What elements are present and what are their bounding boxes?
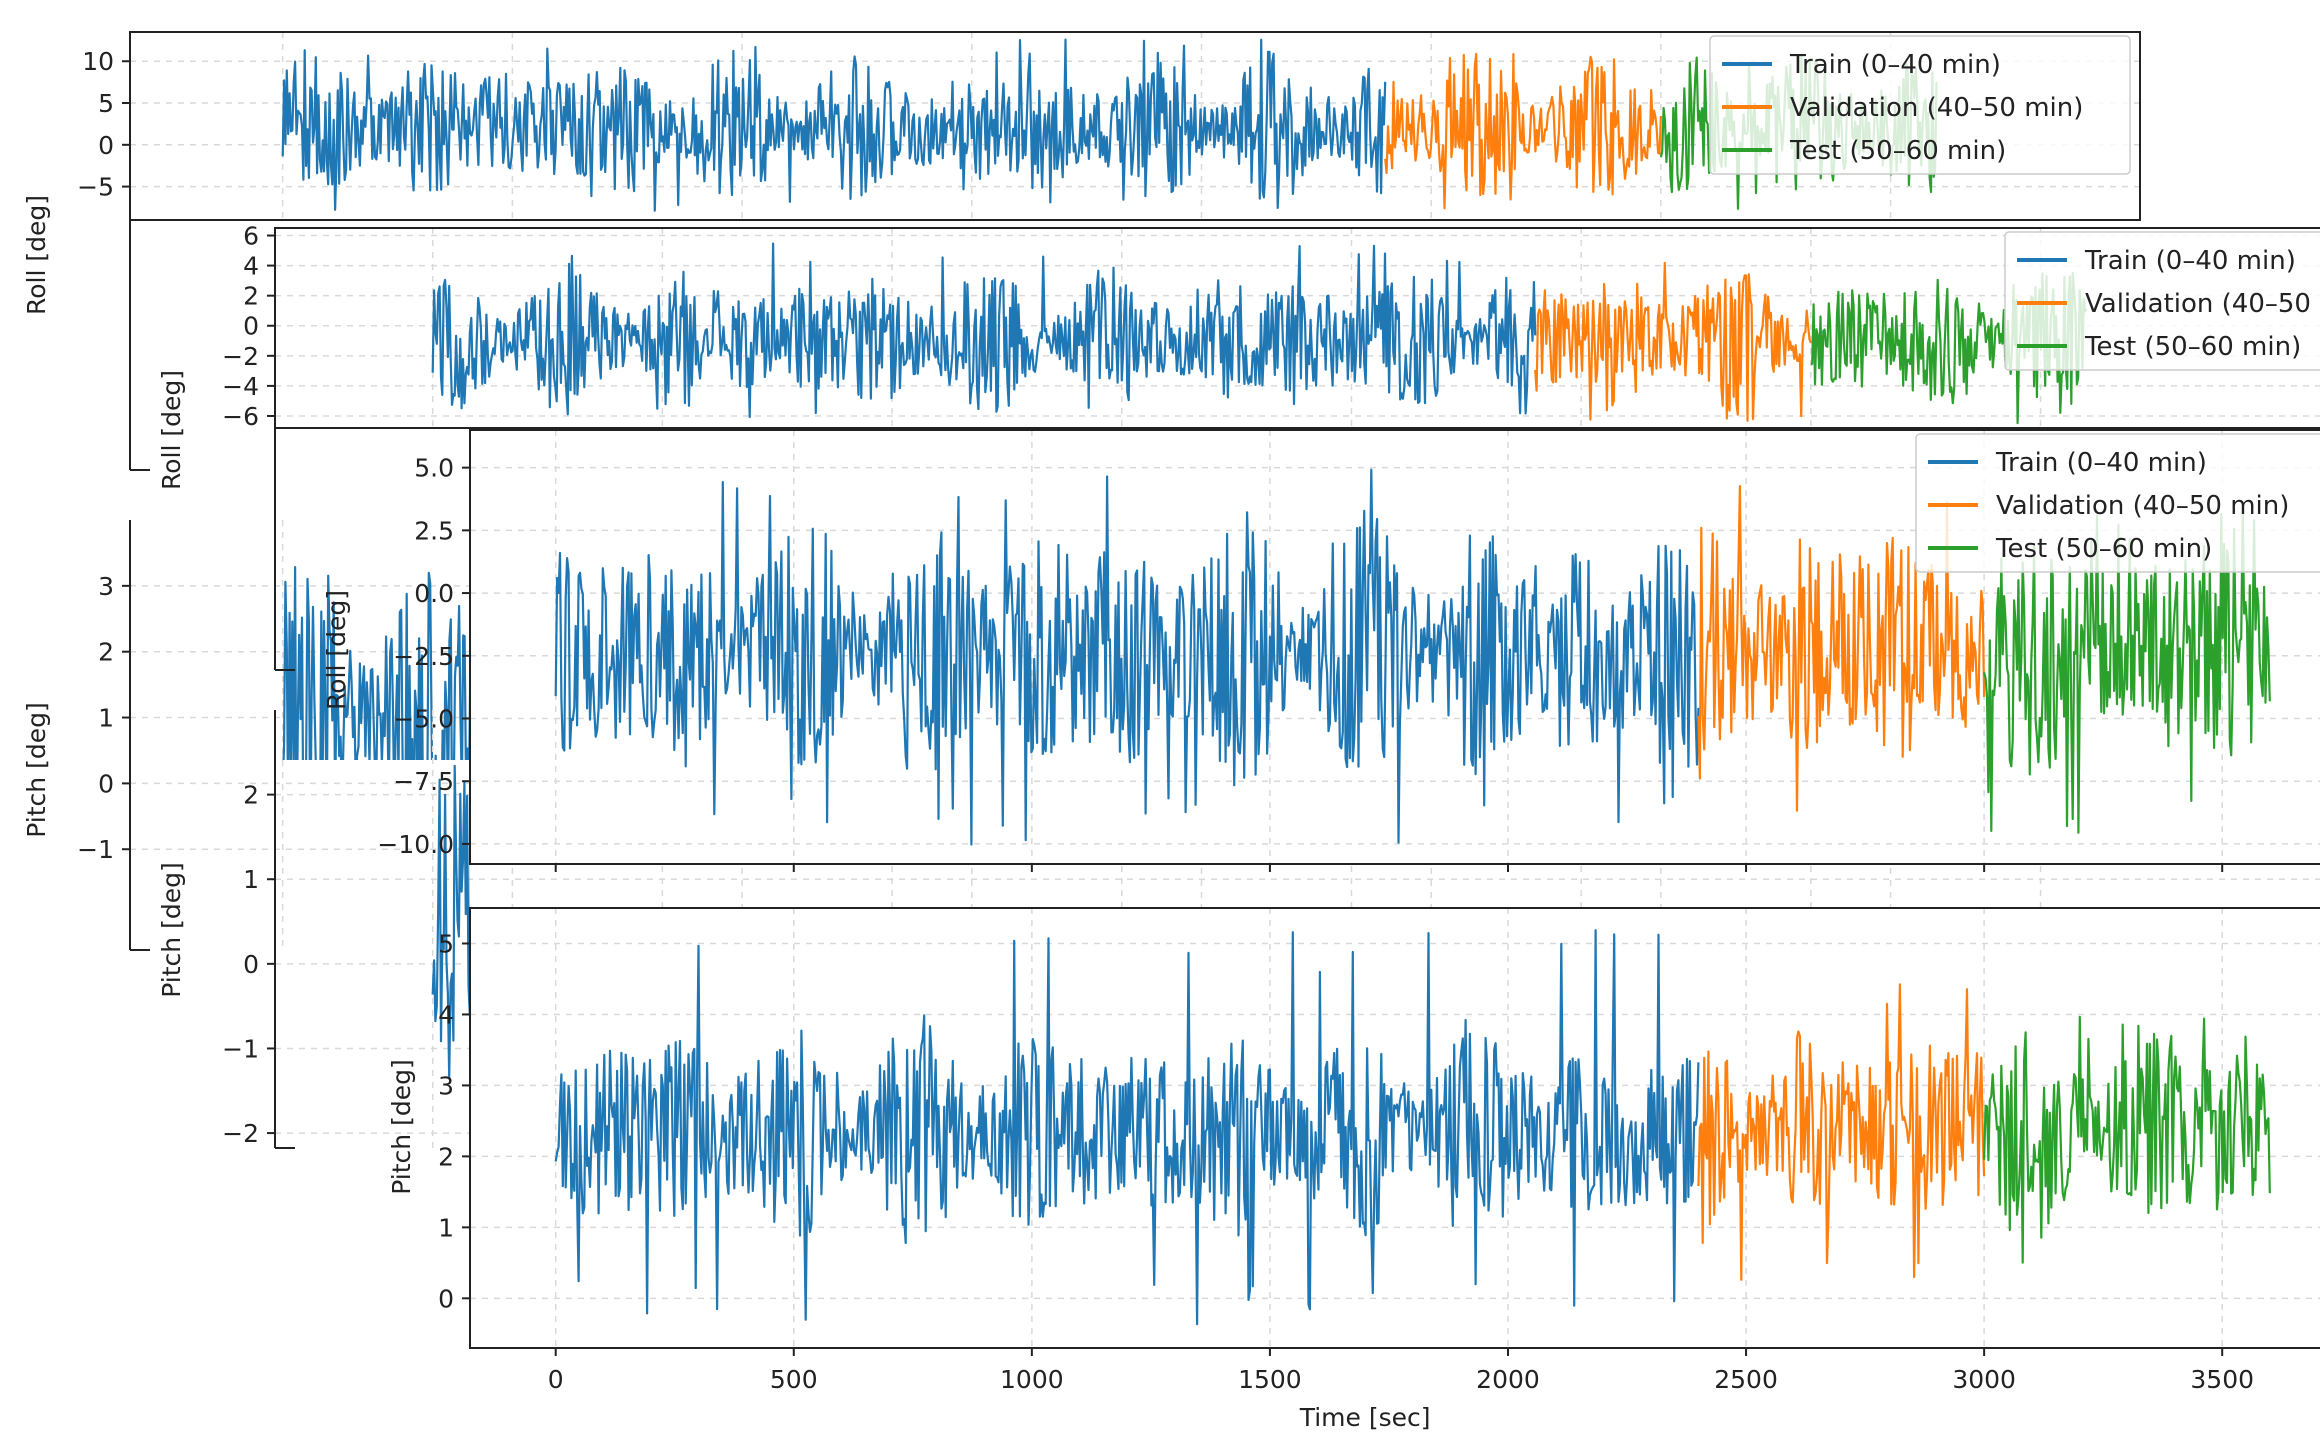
panel-back-roll: −5 0 5 10 Roll [deg] Train (0–40 min) Validati… bbox=[22, 31, 2141, 471]
y-tick-label: 1 bbox=[98, 704, 114, 733]
legend-label: Test (50–60 min) bbox=[2084, 332, 2301, 362]
legend-label: Validation (40–50 min) bbox=[1790, 93, 2083, 123]
legend-box bbox=[1709, 35, 2131, 175]
x-axis-label: Time [sec] bbox=[1299, 1403, 1431, 1432]
y-tick-label: −10.0 bbox=[377, 830, 454, 859]
x-tick-label: 3000 bbox=[1952, 1365, 2016, 1394]
y-tick-label: 2.5 bbox=[414, 516, 454, 545]
x-tick-label: 3500 bbox=[2190, 1365, 2254, 1394]
y-tick-label: −5 bbox=[77, 173, 114, 202]
series-line-train bbox=[281, 38, 1387, 212]
y-tick-label: 5 bbox=[438, 929, 454, 958]
y-tick-label: −2 bbox=[222, 1119, 259, 1148]
legend-label: Validation (40–50 min) bbox=[1996, 491, 2289, 521]
axes-frame bbox=[469, 907, 2320, 1349]
y-tick-label: 2 bbox=[98, 638, 114, 667]
legend: Train (0–40 min) Validation (40–50 min) Te… bbox=[2004, 231, 2320, 371]
y-tick-label: 0 bbox=[98, 131, 114, 160]
y-tick-label: 6 bbox=[243, 222, 259, 251]
y-tick-label: −7.5 bbox=[393, 767, 454, 796]
legend: Train (0–40 min) Validation (40–50 min) Te… bbox=[1915, 433, 2320, 573]
x-tick-label: 1500 bbox=[1238, 1365, 1302, 1394]
legend-label: Train (0–40 min) bbox=[2084, 246, 2296, 276]
series-group bbox=[554, 468, 2271, 846]
y-axis-label: Pitch [deg] bbox=[157, 862, 186, 997]
y-ticks: −1 0 1 2 3 bbox=[77, 572, 130, 864]
series-line-train bbox=[431, 242, 1537, 419]
legend: Train (0–40 min) Validation (40–50 min) Te… bbox=[1709, 35, 2131, 175]
y-tick-label: 3 bbox=[438, 1071, 454, 1100]
grid bbox=[470, 908, 2320, 1348]
y-axis-label: Roll [deg] bbox=[157, 370, 186, 490]
y-axis-label: Pitch [deg] bbox=[387, 1059, 416, 1194]
y-tick-label: 5.0 bbox=[414, 454, 454, 483]
x-tick-label: 500 bbox=[770, 1365, 818, 1394]
y-axis-label: Roll [deg] bbox=[322, 590, 351, 710]
y-tick-label: 2 bbox=[438, 1142, 454, 1171]
legend-label: Test (50–60 min) bbox=[1789, 136, 2006, 166]
y-tick-label: 2 bbox=[243, 781, 259, 810]
y-tick-label: −2.5 bbox=[393, 642, 454, 671]
y-tick-label: −4 bbox=[222, 372, 259, 401]
x-ticks: 0 500 1000 1500 2000 2500 3000 3500 bbox=[548, 1348, 2254, 1394]
grid bbox=[130, 32, 2140, 220]
series-line-test bbox=[1983, 1015, 2271, 1264]
y-tick-label: 10 bbox=[82, 47, 114, 76]
y-tick-label: −1 bbox=[77, 835, 114, 864]
x-tick-label: 2500 bbox=[1714, 1365, 1778, 1394]
legend-label: Test (50–60 min) bbox=[1995, 534, 2212, 564]
panel-front-pitch: 0 1 2 3 4 5 0 500 1000 1500 2000 2500 3000 3500 Pitch … bbox=[387, 907, 2320, 1432]
series-line-test bbox=[1983, 507, 2271, 834]
y-ticks: −2 −1 0 1 2 bbox=[222, 781, 275, 1148]
x-tick-label: 2000 bbox=[1476, 1365, 1540, 1394]
y-tick-label: 0 bbox=[98, 769, 114, 798]
series-line-validation bbox=[1697, 983, 1986, 1281]
y-tick-label: −1 bbox=[222, 1034, 259, 1063]
y-axis-label: Pitch [deg] bbox=[22, 702, 51, 837]
series-line-train bbox=[554, 929, 1700, 1326]
y-tick-label: −2 bbox=[222, 342, 259, 371]
x-ticks bbox=[554, 864, 2224, 872]
panel-front-roll: 5.0 2.5 0.0 −2.5 −5.0 −7.5 −10.0 Roll [deg] Trai… bbox=[322, 429, 2320, 872]
y-tick-label: 2 bbox=[243, 282, 259, 311]
y-tick-label: 4 bbox=[438, 1000, 454, 1029]
x-tick-label: 1000 bbox=[1000, 1365, 1064, 1394]
legend-box bbox=[1915, 433, 2320, 573]
legend-label: Train (0–40 min) bbox=[1789, 50, 2001, 80]
y-tick-label: −6 bbox=[222, 402, 259, 431]
y-tick-label: 3 bbox=[98, 572, 114, 601]
legend-box bbox=[2004, 231, 2320, 371]
y-tick-label: 0.0 bbox=[414, 579, 454, 608]
y-axis-label: Roll [deg] bbox=[22, 195, 51, 315]
axes-frame bbox=[469, 429, 2320, 865]
y-tick-label: 0 bbox=[243, 950, 259, 979]
y-tick-label: 4 bbox=[243, 252, 259, 281]
y-tick-label: 0 bbox=[438, 1284, 454, 1313]
y-tick-label: 1 bbox=[438, 1213, 454, 1242]
legend-label: Train (0–40 min) bbox=[1995, 448, 2207, 478]
series-line-validation bbox=[1534, 261, 1812, 422]
y-tick-label: 1 bbox=[243, 865, 259, 894]
series-group bbox=[554, 929, 2271, 1326]
y-tick-label: 5 bbox=[98, 89, 114, 118]
y-tick-label: 0 bbox=[243, 312, 259, 341]
series-line-train bbox=[554, 468, 1700, 846]
legend-label: Validation (40–50 min) bbox=[2085, 289, 2320, 319]
series-line-validation bbox=[1384, 52, 1662, 210]
y-ticks: 5.0 2.5 0.0 −2.5 −5.0 −7.5 −10.0 bbox=[377, 454, 470, 859]
x-tick-label: 0 bbox=[548, 1365, 564, 1394]
y-ticks: 0 1 2 3 4 5 bbox=[438, 929, 470, 1313]
y-ticks: −5 0 5 10 bbox=[77, 47, 130, 202]
y-tick-label: −5.0 bbox=[393, 704, 454, 733]
series-line-validation bbox=[1697, 485, 1986, 812]
